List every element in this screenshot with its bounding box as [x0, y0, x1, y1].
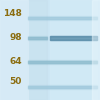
- Text: 98: 98: [9, 34, 22, 42]
- Bar: [28, 16, 97, 17]
- Bar: [28, 61, 97, 63]
- Bar: [28, 39, 47, 40]
- Bar: [28, 60, 97, 61]
- Bar: [28, 63, 97, 64]
- Bar: [28, 88, 97, 89]
- Bar: [0, 0, 28, 100]
- Bar: [50, 39, 97, 40]
- Bar: [50, 36, 97, 37]
- Text: 50: 50: [10, 78, 22, 86]
- Text: 148: 148: [3, 8, 22, 18]
- Bar: [28, 36, 47, 37]
- Bar: [28, 86, 97, 88]
- Bar: [28, 0, 47, 100]
- Bar: [28, 85, 97, 86]
- Bar: [28, 19, 97, 20]
- Bar: [28, 17, 97, 19]
- Bar: [50, 0, 97, 100]
- Bar: [50, 36, 97, 40]
- Bar: [92, 0, 100, 100]
- Text: 64: 64: [9, 57, 22, 66]
- Bar: [28, 37, 47, 39]
